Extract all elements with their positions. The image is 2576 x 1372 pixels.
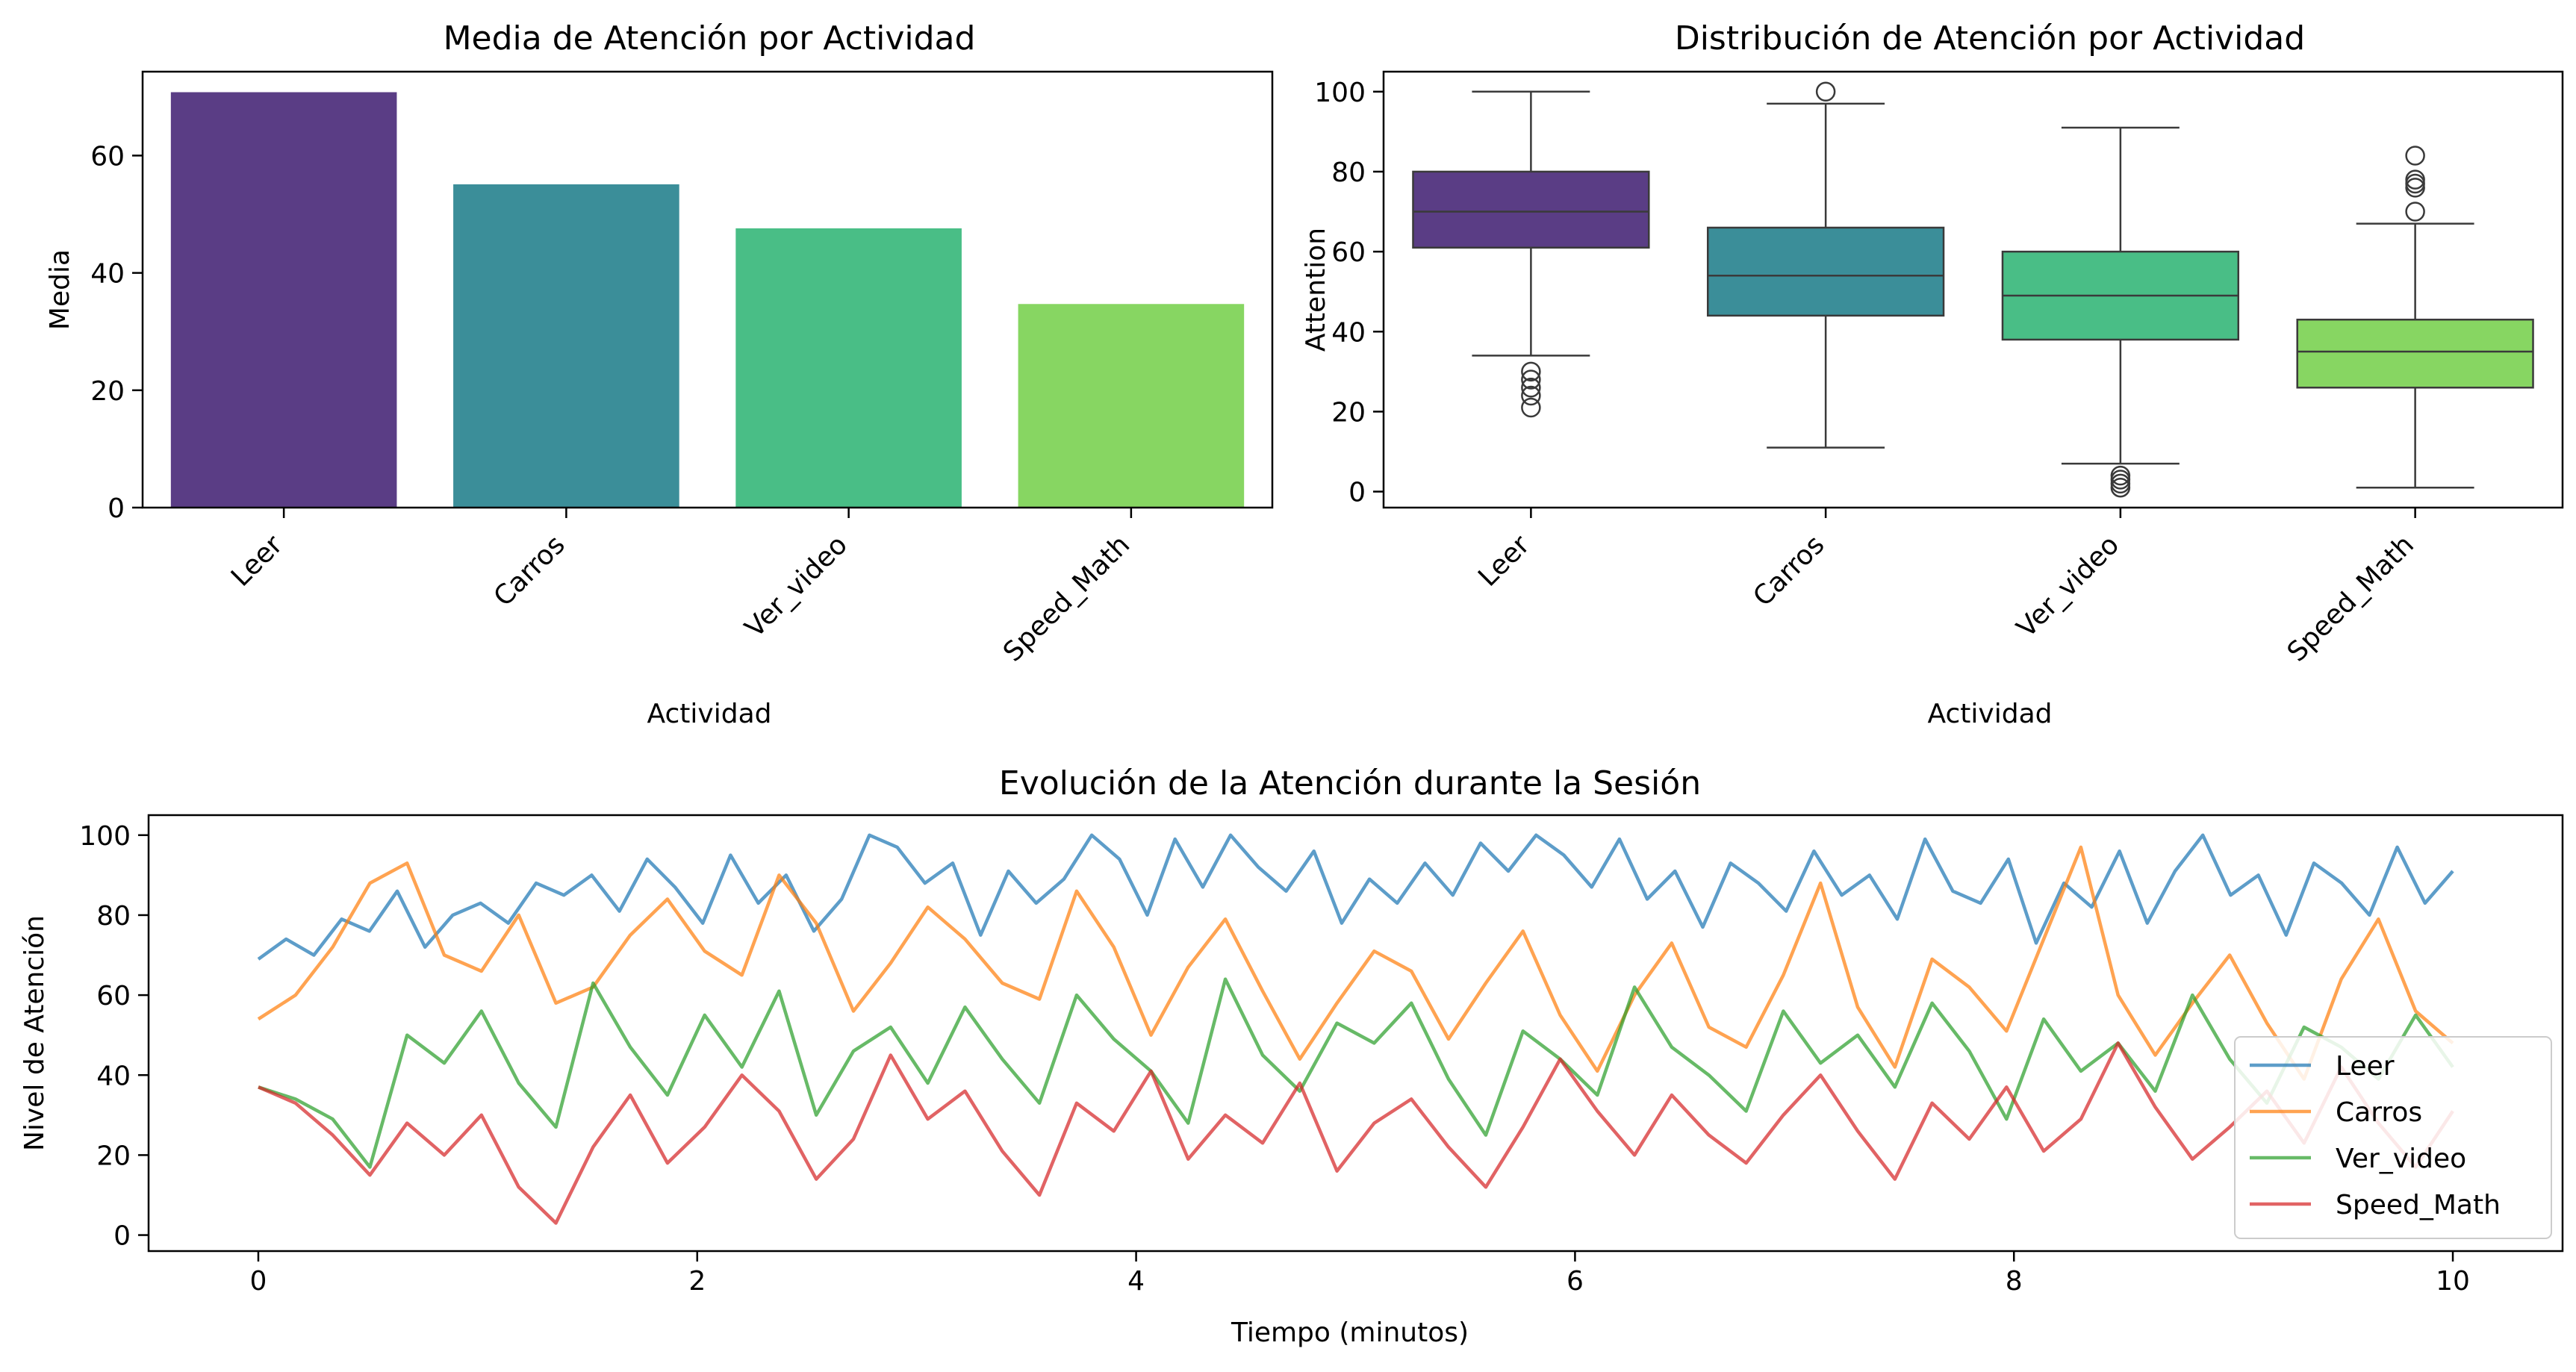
y-tick-label: 80 <box>1331 158 1366 188</box>
x-tick-label: Leer <box>225 529 289 593</box>
legend-label-ver-video: Ver_video <box>2336 1144 2466 1174</box>
x-tick-label: Carros <box>488 529 571 612</box>
box-leer <box>1412 170 1650 249</box>
y-tick-label: 60 <box>1331 237 1366 268</box>
box-speed-math <box>2296 318 2534 389</box>
x-tick-label: Speed_Math <box>2282 529 2420 667</box>
legend-items: Leer Carros Ver_video Speed_Math <box>2250 1051 2501 1220</box>
series-line-carros <box>257 845 2454 1081</box>
x-tick-label: 8 <box>2006 1266 2023 1297</box>
outlier-carros <box>1815 81 1836 102</box>
bar-chart-panel: Media de Atención por Actividad 0204060 … <box>45 19 1274 729</box>
outlier-speed-math <box>2405 146 2425 166</box>
x-tick-label: 4 <box>1127 1266 1145 1297</box>
y-tick-label: 100 <box>1314 78 1366 108</box>
bar-speed-math <box>1018 304 1245 508</box>
y-tick-label: 40 <box>96 1061 131 1091</box>
line-chart-x-label: Tiempo (minutos) <box>1231 1318 1469 1348</box>
box-plot-x-ticks: Leer Carros Ver_video Speed_Math <box>1472 508 2420 668</box>
y-tick-label: 0 <box>108 493 125 524</box>
line-chart-y-label: Nivel de Atención <box>19 915 50 1151</box>
series-line-speed-math <box>258 1041 2454 1225</box>
outlier-speed-math <box>2405 173 2425 194</box>
line-chart-panel: Evolución de la Atención durante la Sesi… <box>19 764 2564 1348</box>
y-tick-label: 20 <box>1331 397 1366 428</box>
outlier-ver-video <box>2110 473 2131 494</box>
box-plot-y-ticks: 0 20 40 60 80 100 <box>1314 78 1384 508</box>
bar-ver-video <box>735 228 962 508</box>
line-chart-legend: Leer Carros Ver_video Speed_Math <box>2234 1036 2552 1239</box>
box-plot-x-label: Actividad <box>1928 699 2053 729</box>
outlier-leer <box>1521 397 1541 418</box>
box-plot-frame <box>1382 70 2564 509</box>
line-chart-x-ticks: 0 2 4 6 8 10 <box>250 1251 2470 1297</box>
y-tick-label: 0 <box>113 1221 131 1252</box>
outlier-leer <box>1521 385 1541 406</box>
y-tick-label: 40 <box>1331 317 1366 348</box>
y-tick-label: 80 <box>96 901 131 932</box>
bar-chart-frame <box>141 70 1274 509</box>
box-plot-boxes <box>1412 81 2534 498</box>
outlier-leer <box>1521 378 1541 398</box>
x-tick-label: 2 <box>688 1266 706 1297</box>
series-line-leer <box>257 833 2454 961</box>
outlier-speed-math <box>2405 178 2425 198</box>
line-chart-frame <box>147 814 2564 1253</box>
outlier-ver-video <box>2110 470 2131 490</box>
legend-box <box>2234 1036 2552 1239</box>
legend-label-carros: Carros <box>2336 1097 2422 1128</box>
x-tick-label: 0 <box>250 1266 267 1297</box>
line-chart-title: Evolución de la Atención durante la Sesi… <box>999 764 1701 802</box>
x-tick-label: Ver_video <box>2011 529 2125 643</box>
y-tick-label: 60 <box>96 981 131 1011</box>
outlier-speed-math <box>2405 202 2425 222</box>
box-plot-y-label: Attention <box>1301 228 1331 352</box>
line-chart-y-ticks: 0 20 40 60 80 100 <box>79 821 149 1252</box>
line-chart-series <box>257 833 2454 1225</box>
bar-chart-x-label: Actividad <box>647 699 772 729</box>
outlier-leer <box>1521 369 1541 390</box>
outlier-ver-video <box>2110 477 2131 498</box>
bar-chart-bars <box>170 92 1245 508</box>
x-tick-label: Speed_Math <box>998 529 1136 667</box>
bar-chart-y-label: Media <box>45 249 75 330</box>
bar-leer <box>170 92 397 508</box>
outlier-leer <box>1521 361 1541 382</box>
y-tick-label: 40 <box>90 259 125 290</box>
box-plot-title: Distribución de Atención por Actividad <box>1675 19 2305 57</box>
legend-label-leer: Leer <box>2336 1051 2395 1082</box>
x-tick-label: Leer <box>1472 529 1536 593</box>
box-plot-panel: Distribución de Atención por Actividad 0… <box>1301 19 2564 729</box>
y-tick-label: 100 <box>79 821 131 852</box>
bar-chart-x-ticks: Leer Carros Ver_video Speed_Math <box>225 508 1136 668</box>
y-tick-label: 20 <box>90 376 125 407</box>
bar-carros <box>453 184 679 508</box>
bar-chart-title: Media de Atención por Actividad <box>444 19 976 57</box>
x-tick-label: Carros <box>1747 529 1830 612</box>
box-carros <box>1706 226 1945 317</box>
legend-label-speed-math: Speed_Math <box>2336 1190 2501 1220</box>
outlier-speed-math <box>2405 169 2425 190</box>
x-tick-label: 6 <box>1567 1266 1584 1297</box>
y-tick-label: 0 <box>1348 478 1366 508</box>
bar-chart-y-ticks: 0 20 40 60 <box>90 141 143 524</box>
y-tick-label: 20 <box>96 1141 131 1171</box>
series-line-ver-video <box>258 977 2454 1169</box>
x-tick-label: Ver_video <box>739 529 853 643</box>
y-tick-label: 60 <box>90 141 125 172</box>
x-tick-label: 10 <box>2436 1266 2470 1297</box>
